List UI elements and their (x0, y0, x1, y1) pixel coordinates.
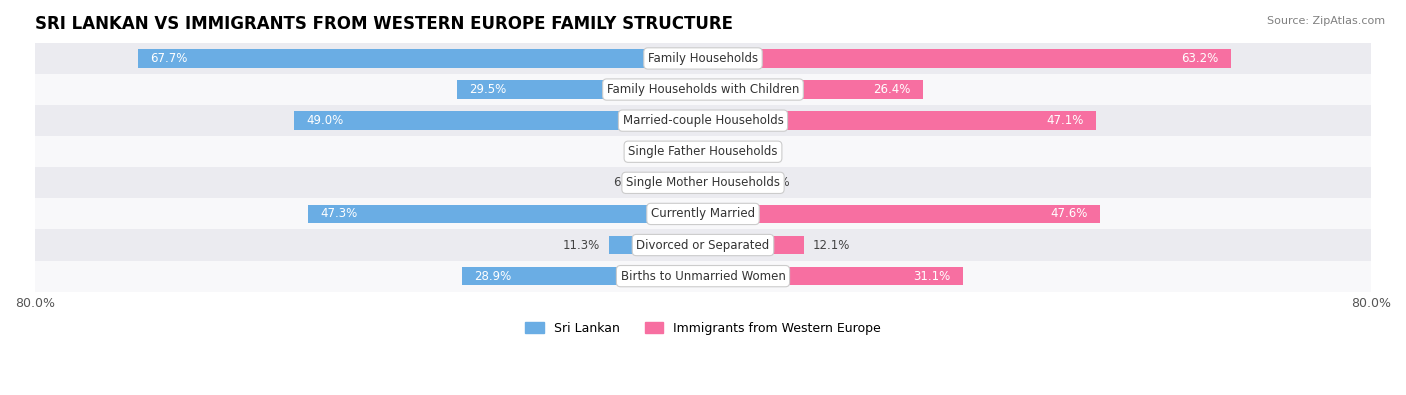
Bar (138, 49, 703, 68)
Text: 63.2%: 63.2% (1181, 52, 1218, 65)
Bar (35, 136, 1371, 167)
Text: SRI LANKAN VS IMMIGRANTS FROM WESTERN EUROPE FAMILY STRUCTURE: SRI LANKAN VS IMMIGRANTS FROM WESTERN EU… (35, 15, 733, 33)
Text: 49.0%: 49.0% (307, 114, 343, 127)
Bar (308, 205, 703, 223)
Text: 28.9%: 28.9% (474, 270, 512, 283)
Bar (703, 111, 1097, 130)
Text: Married-couple Households: Married-couple Households (623, 114, 783, 127)
Text: 11.3%: 11.3% (562, 239, 600, 252)
Text: 47.3%: 47.3% (321, 207, 357, 220)
Bar (609, 236, 703, 254)
Text: Single Mother Households: Single Mother Households (626, 176, 780, 189)
Text: 6.2%: 6.2% (613, 176, 643, 189)
Text: 47.1%: 47.1% (1046, 114, 1084, 127)
Text: 29.5%: 29.5% (470, 83, 506, 96)
Bar (35, 167, 1371, 198)
Bar (294, 111, 703, 130)
Bar (35, 229, 1371, 261)
Bar (703, 49, 1230, 68)
Text: Family Households: Family Households (648, 52, 758, 65)
Bar (35, 105, 1371, 136)
Bar (457, 80, 703, 99)
Legend: Sri Lankan, Immigrants from Western Europe: Sri Lankan, Immigrants from Western Euro… (520, 317, 886, 340)
Bar (703, 267, 963, 286)
Text: Births to Unmarried Women: Births to Unmarried Women (620, 270, 786, 283)
Bar (35, 74, 1371, 105)
Text: 2.1%: 2.1% (728, 145, 759, 158)
Bar (35, 261, 1371, 292)
Text: 47.6%: 47.6% (1050, 207, 1088, 220)
Bar (461, 267, 703, 286)
Text: Single Father Households: Single Father Households (628, 145, 778, 158)
Text: Divorced or Separated: Divorced or Separated (637, 239, 769, 252)
Text: 26.4%: 26.4% (873, 83, 911, 96)
Text: 12.1%: 12.1% (813, 239, 849, 252)
Text: 31.1%: 31.1% (912, 270, 950, 283)
Text: 2.4%: 2.4% (645, 145, 675, 158)
Bar (703, 205, 1101, 223)
Bar (651, 173, 703, 192)
Bar (35, 43, 1371, 74)
Bar (703, 236, 804, 254)
Bar (703, 143, 720, 161)
Bar (683, 143, 703, 161)
Text: 67.7%: 67.7% (150, 52, 187, 65)
Text: Currently Married: Currently Married (651, 207, 755, 220)
Text: Source: ZipAtlas.com: Source: ZipAtlas.com (1267, 16, 1385, 26)
Bar (703, 173, 751, 192)
Text: Family Households with Children: Family Households with Children (607, 83, 799, 96)
Bar (35, 198, 1371, 229)
Text: 5.8%: 5.8% (759, 176, 789, 189)
Bar (703, 80, 924, 99)
